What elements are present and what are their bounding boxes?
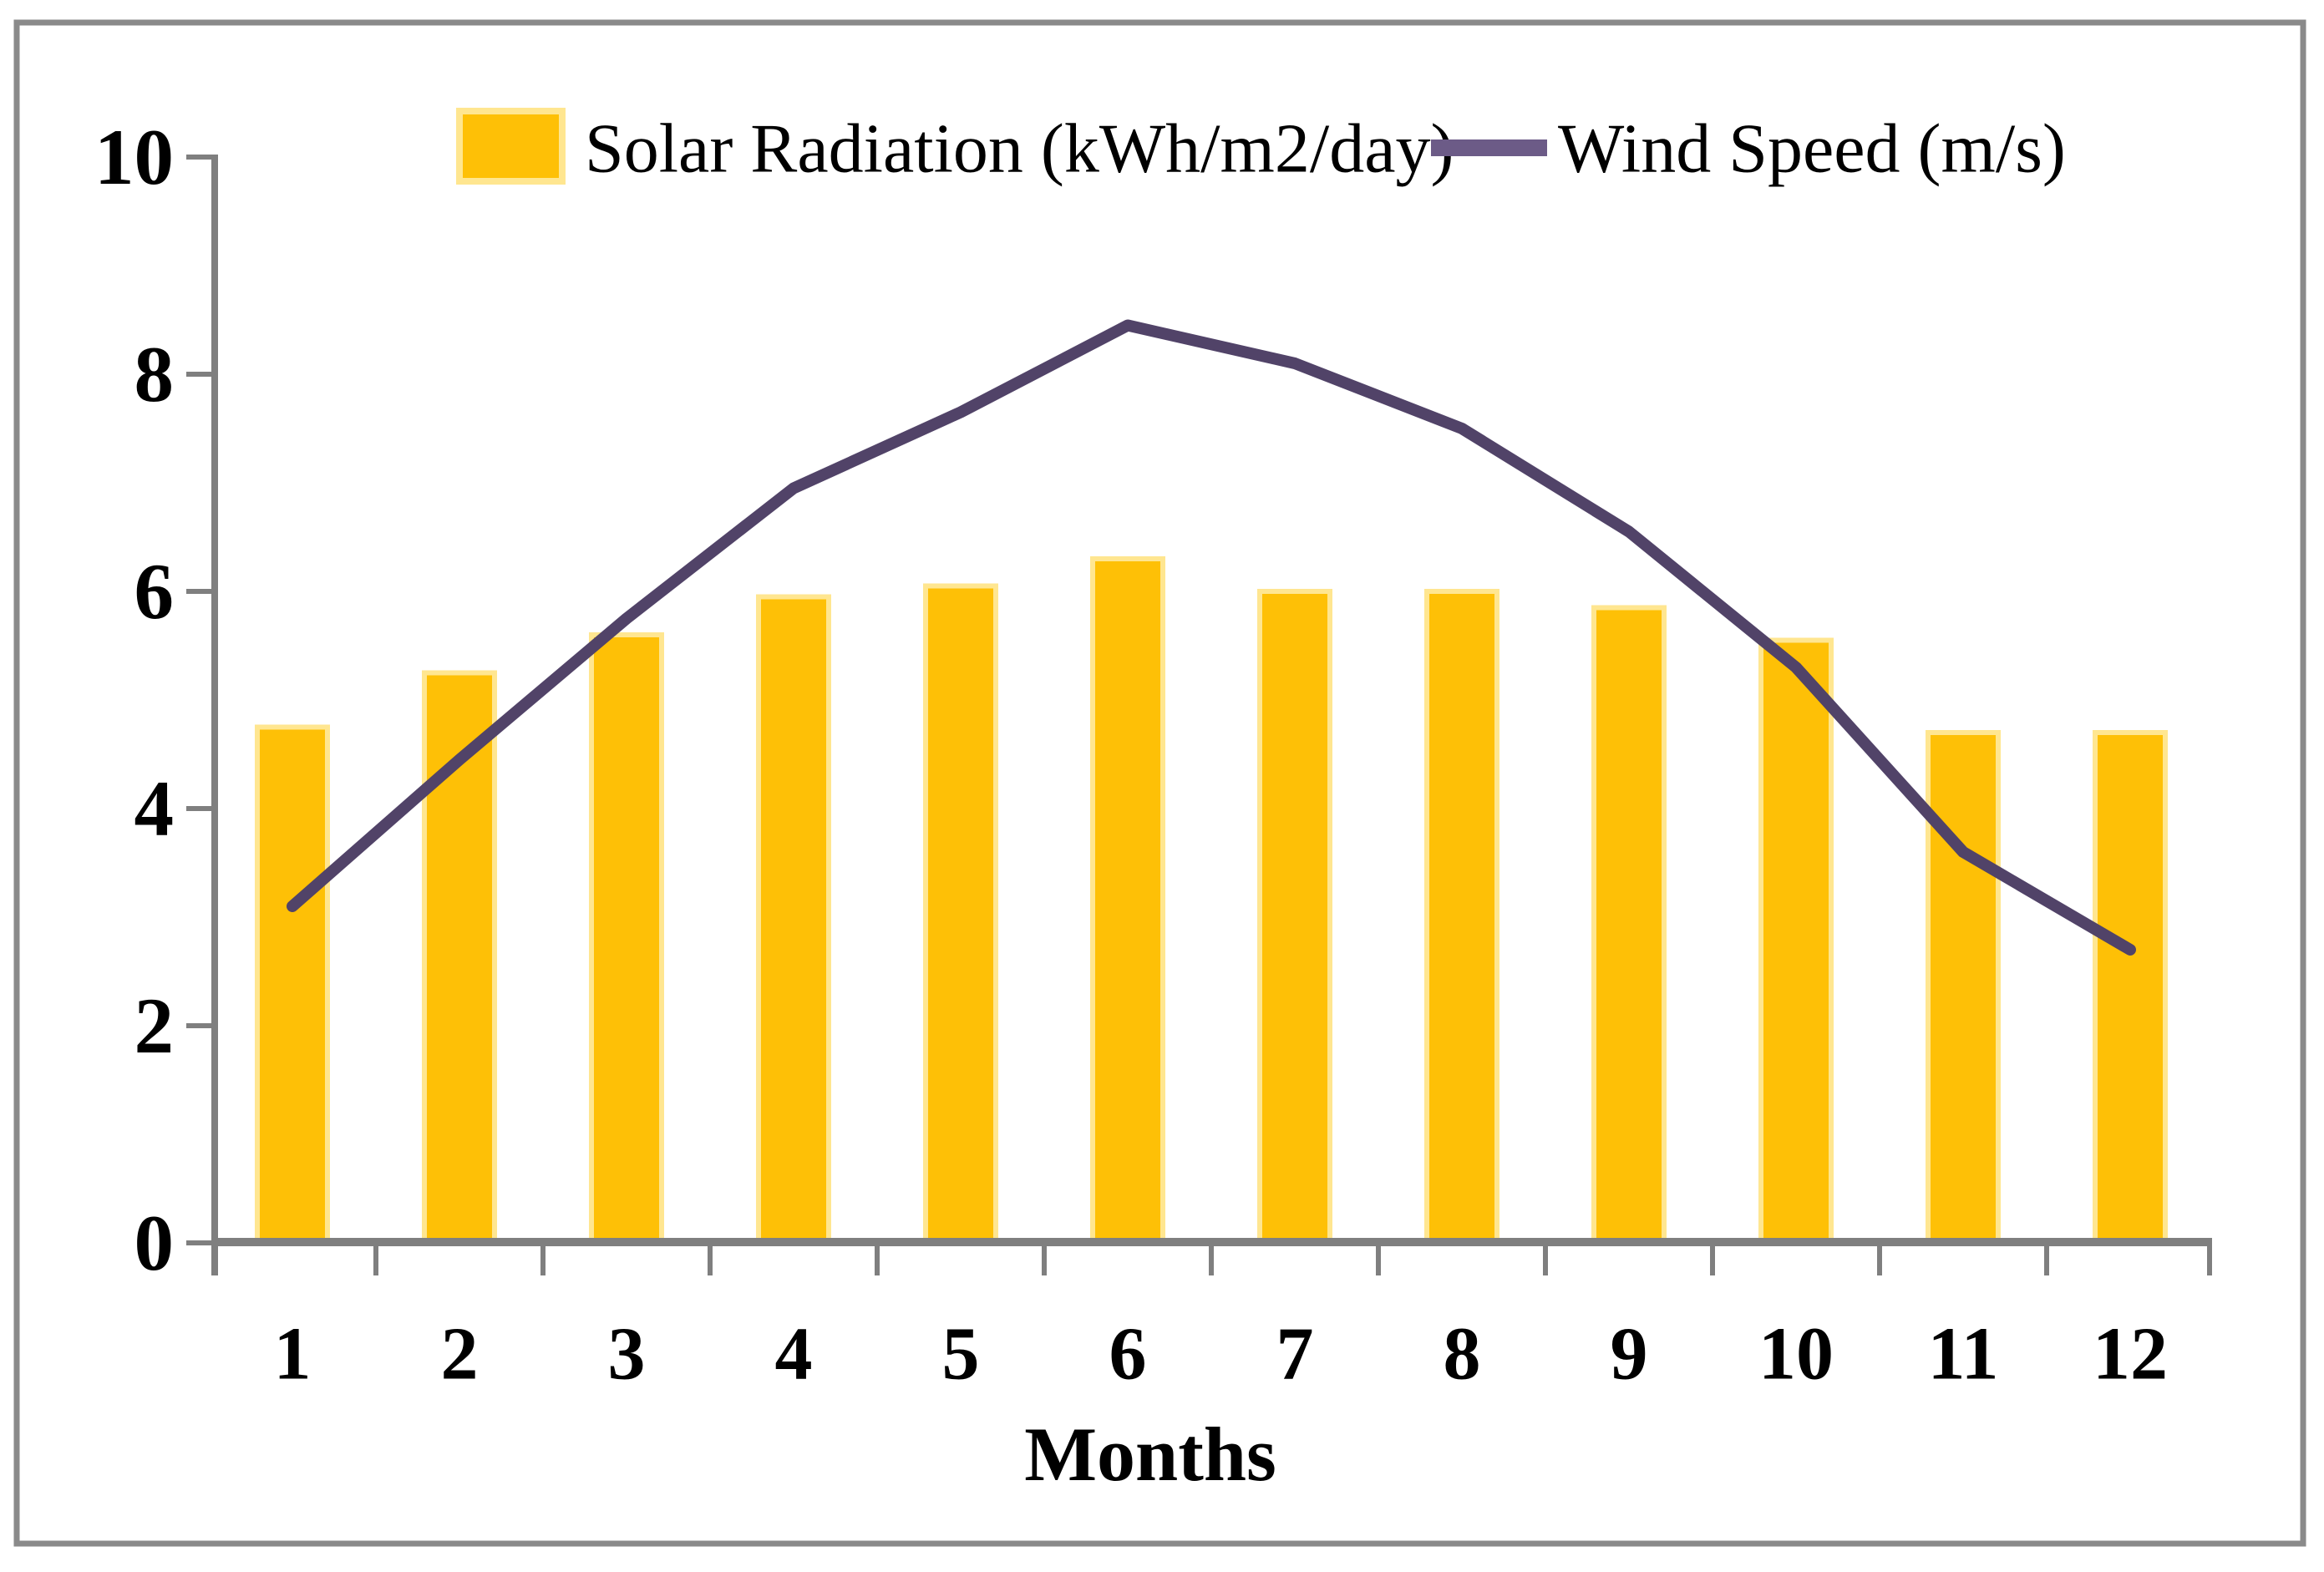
solar-radiation-bar-month-3 bbox=[589, 632, 664, 1246]
x-axis-month-label: 10 bbox=[1758, 1313, 1834, 1396]
y-axis-tick-label: 4 bbox=[134, 764, 175, 853]
x-axis-month-label: 2 bbox=[441, 1313, 479, 1396]
solar-radiation-bar-month-11 bbox=[1926, 730, 2001, 1246]
solar-radiation-bar-month-5 bbox=[923, 583, 998, 1246]
solar-radiation-bar-month-10 bbox=[1758, 637, 1834, 1246]
x-axis-month-label: 8 bbox=[1444, 1313, 1481, 1396]
solar-radiation-bar-month-12 bbox=[2093, 730, 2168, 1246]
y-axis-tick-label: 0 bbox=[134, 1199, 175, 1287]
solar-radiation-bar-month-7 bbox=[1257, 589, 1332, 1246]
x-axis-month-label: 11 bbox=[1927, 1313, 1998, 1396]
y-axis-tick-label: 2 bbox=[134, 981, 175, 1070]
chart-frame-border bbox=[13, 19, 2306, 1547]
x-axis-month-label: 3 bbox=[608, 1313, 646, 1396]
solar-radiation-bar-month-6 bbox=[1090, 556, 1165, 1246]
x-axis-month-label: 9 bbox=[1611, 1313, 1648, 1396]
solar-radiation-bar-month-8 bbox=[1424, 589, 1499, 1246]
x-axis-title: Months bbox=[1024, 1412, 1276, 1497]
solar-radiation-bar-month-1 bbox=[255, 724, 330, 1246]
legend-wind-label: Wind Speed (m/s) bbox=[1558, 110, 2066, 188]
x-axis-month-label: 7 bbox=[1276, 1313, 1314, 1396]
y-axis-tick-label: 6 bbox=[134, 547, 175, 636]
legend-solar-label: Solar Radiation (kWh/m2/day) bbox=[585, 110, 1454, 188]
y-axis-tick-label: 10 bbox=[94, 113, 174, 201]
x-axis-month-label: 1 bbox=[274, 1313, 312, 1396]
x-axis-month-label: 12 bbox=[2093, 1313, 2168, 1396]
solar-radiation-bar-month-9 bbox=[1591, 605, 1667, 1246]
x-axis-month-label: 6 bbox=[1109, 1313, 1147, 1396]
legend-solar-swatch-icon bbox=[456, 108, 566, 185]
x-axis-month-label: 4 bbox=[775, 1313, 813, 1396]
wind-speed-line bbox=[287, 319, 2136, 956]
x-axis-month-label: 5 bbox=[942, 1313, 980, 1396]
solar-radiation-bar-month-4 bbox=[756, 594, 831, 1246]
y-axis-tick-label: 8 bbox=[134, 330, 175, 418]
